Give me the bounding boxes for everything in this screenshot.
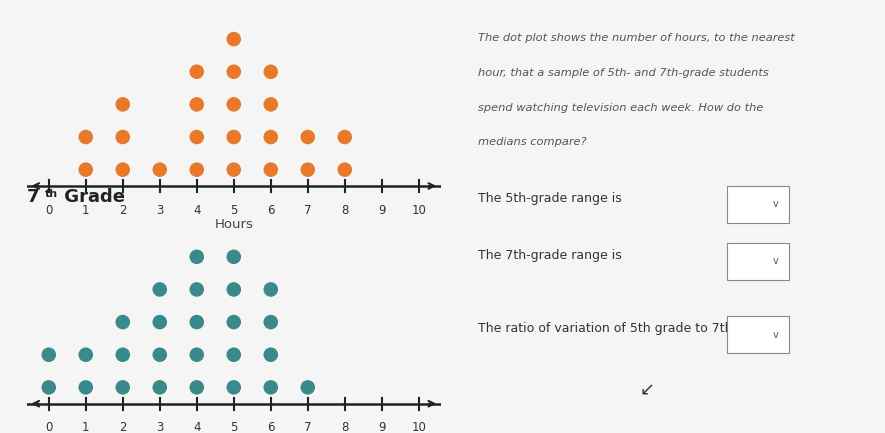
Point: [227, 253, 241, 260]
Point: [227, 286, 241, 293]
Text: v: v: [773, 256, 779, 266]
Point: [227, 319, 241, 326]
Point: [301, 166, 315, 173]
Point: [227, 133, 241, 140]
Point: [227, 101, 241, 108]
Text: hour, that a sample of 5th- and 7th-grade students: hour, that a sample of 5th- and 7th-grad…: [478, 68, 769, 78]
Text: The 7th-grade range is: The 7th-grade range is: [478, 249, 622, 262]
Text: spend watching television each week. How do the: spend watching television each week. How…: [478, 103, 764, 113]
Text: th: th: [45, 188, 58, 198]
Point: [264, 133, 278, 140]
Point: [116, 133, 130, 140]
Point: [227, 166, 241, 173]
Point: [189, 351, 204, 358]
Point: [153, 384, 167, 391]
Point: [79, 384, 93, 391]
Point: [189, 319, 204, 326]
X-axis label: Hours: Hours: [214, 218, 253, 231]
Text: The dot plot shows the number of hours, to the nearest: The dot plot shows the number of hours, …: [478, 33, 795, 43]
Point: [264, 319, 278, 326]
Point: [116, 101, 130, 108]
Point: [227, 36, 241, 42]
Point: [227, 384, 241, 391]
FancyBboxPatch shape: [727, 316, 789, 353]
Point: [189, 253, 204, 260]
Point: [116, 384, 130, 391]
FancyBboxPatch shape: [727, 243, 789, 280]
Point: [116, 319, 130, 326]
Point: [79, 133, 93, 140]
Point: [264, 384, 278, 391]
Text: 7: 7: [27, 188, 39, 206]
FancyBboxPatch shape: [727, 186, 789, 223]
Point: [42, 351, 56, 358]
Point: [153, 351, 167, 358]
Point: [153, 286, 167, 293]
Point: [301, 133, 315, 140]
Text: v: v: [773, 199, 779, 209]
Point: [264, 68, 278, 75]
Point: [42, 384, 56, 391]
Point: [264, 351, 278, 358]
Point: [338, 166, 352, 173]
Point: [264, 101, 278, 108]
Point: [338, 133, 352, 140]
Point: [79, 166, 93, 173]
Point: [116, 166, 130, 173]
Point: [116, 351, 130, 358]
Point: [189, 133, 204, 140]
Point: [189, 68, 204, 75]
Text: ↗: ↗: [635, 378, 650, 395]
Point: [153, 166, 167, 173]
Point: [189, 166, 204, 173]
Point: [264, 166, 278, 173]
Text: The 5th-grade range is: The 5th-grade range is: [478, 192, 622, 205]
Point: [153, 319, 167, 326]
Point: [189, 384, 204, 391]
Point: [189, 101, 204, 108]
Text: Grade: Grade: [58, 188, 125, 206]
Point: [79, 351, 93, 358]
Point: [227, 351, 241, 358]
Point: [189, 286, 204, 293]
Point: [264, 286, 278, 293]
Point: [227, 68, 241, 75]
Text: The ratio of variation of 5th grade to 7th grade is: The ratio of variation of 5th grade to 7…: [478, 322, 788, 335]
Point: [301, 384, 315, 391]
Text: medians compare?: medians compare?: [478, 137, 587, 147]
Text: v: v: [773, 330, 779, 339]
